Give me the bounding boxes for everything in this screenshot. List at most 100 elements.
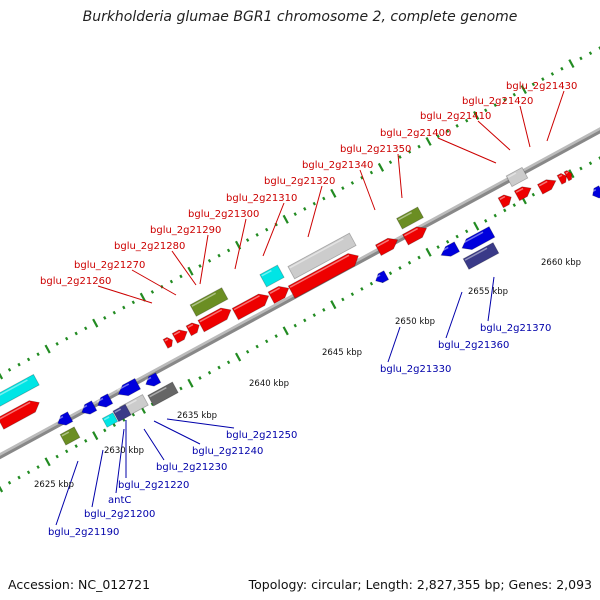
- forward-gene-leader: [199, 234, 209, 285]
- lower-ring-tick: [64, 449, 69, 454]
- lower-ring-tick: [245, 349, 250, 354]
- lower-ring-tick: [17, 475, 21, 480]
- upper-ring-tick: [7, 367, 12, 372]
- lower-ring-tick: [255, 344, 259, 349]
- forward-gene-arrow-12-shine: [376, 239, 390, 247]
- upper-ring-tick: [264, 227, 269, 232]
- forward-gene-arrow-3: [171, 329, 188, 344]
- forward-gene-arrow-16-shape: [513, 186, 532, 202]
- reverse-gene-arrow-3: [116, 377, 142, 397]
- upper-ring-tick: [377, 162, 385, 172]
- forward-gene-arrow-0: [0, 400, 40, 430]
- reverse-gene-arrow-1: [80, 400, 98, 415]
- scale-label: 2660 kbp: [541, 258, 581, 268]
- forward-gene-arrow-14: [396, 206, 424, 230]
- lower-ring-tick: [234, 352, 242, 362]
- forward-gene-arrow-9-shape: [189, 287, 229, 317]
- upper-ring-tick: [455, 124, 459, 128]
- forward-gene-label: bglu_2g21420: [462, 96, 533, 107]
- forward-gene-leader: [359, 169, 376, 211]
- lower-ring-tick: [484, 219, 488, 223]
- forward-gene-arrow-19-shape: [563, 169, 573, 182]
- upper-ring-tick: [322, 196, 326, 201]
- forward-gene-arrow-6: [231, 293, 270, 321]
- forward-gene-arrow-8: [287, 253, 359, 299]
- scale-label: 2630 kbp: [104, 446, 144, 456]
- forward-gene-label: bglu_2g21340: [302, 160, 373, 171]
- reverse-gene-leader: [487, 276, 495, 322]
- lower-ring-tick: [407, 260, 412, 265]
- forward-gene-arrow-3-shine: [173, 330, 181, 336]
- forward-gene-arrow-1-shine: [0, 379, 28, 405]
- forward-gene-arrow-11-shine: [289, 238, 344, 269]
- reverse-gene-leader: [91, 449, 104, 508]
- reverse-gene-arrow-4: [144, 372, 162, 387]
- reverse-gene-arrow-4-shine: [144, 376, 152, 382]
- reverse-gene-leader: [387, 326, 401, 363]
- reverse-gene-arrow-8: [147, 381, 179, 407]
- forward-gene-arrow-9-shine: [191, 292, 216, 307]
- upper-ring-tick: [150, 290, 155, 294]
- reverse-gene-leader: [445, 291, 463, 339]
- upper-ring-tick: [330, 188, 337, 198]
- forward-gene-label: bglu_2g21310: [226, 193, 297, 204]
- reverse-gene-leader: [166, 418, 235, 429]
- forward-gene-arrow-7-shape: [267, 285, 290, 305]
- upper-ring-tick: [103, 316, 107, 320]
- forward-gene-leader: [307, 185, 323, 238]
- accession-label: Accession: NC_012721: [8, 577, 151, 592]
- forward-gene-arrow-3-shape: [171, 329, 188, 344]
- lower-ring-tick: [44, 457, 51, 467]
- scale-label: 2645 kbp: [322, 348, 362, 358]
- forward-gene-arrow-5-shape: [197, 307, 232, 333]
- forward-gene-leader: [546, 90, 565, 142]
- forward-gene-arrow-2: [162, 336, 173, 349]
- lower-ring-tick: [425, 247, 432, 257]
- forward-gene-arrow-0-shape: [0, 400, 40, 430]
- upper-ring-tick: [493, 103, 497, 107]
- upper-ring-tick: [303, 207, 307, 211]
- forward-gene-leader: [519, 105, 531, 148]
- lower-ring-tick: [493, 213, 497, 218]
- forward-gene-arrow-9: [189, 287, 229, 317]
- reverse-gene-arrow-3-shape: [117, 377, 142, 397]
- forward-gene-arrow-7-shine: [269, 287, 280, 294]
- forward-gene-arrow-13-shape: [402, 226, 428, 246]
- forward-gene-arrow-4-shape: [185, 322, 200, 337]
- reverse-gene-label: bglu_2g21230: [156, 462, 227, 473]
- upper-ring-tick: [255, 233, 259, 237]
- forward-gene-arrow-10: [259, 264, 285, 288]
- lower-ring-tick: [26, 470, 31, 475]
- reverse-gene-label: bglu_2g21330: [380, 364, 451, 375]
- upper-ring-tick: [520, 85, 527, 95]
- scale-label: 2625 kbp: [34, 480, 74, 490]
- forward-gene-leader: [477, 120, 511, 151]
- forward-gene-arrow-20-shape: [505, 166, 529, 188]
- reverse-gene-arrow-13-shape: [462, 242, 500, 270]
- forward-gene-arrow-14-shape: [396, 206, 424, 230]
- reverse-gene-arrow-3-shine: [116, 383, 130, 391]
- reverse-gene-arrow-12-shine: [460, 231, 484, 245]
- upper-ring-tick: [44, 344, 51, 354]
- lower-ring-tick: [473, 221, 480, 231]
- reverse-gene-arrow-2-shape: [97, 393, 114, 408]
- upper-ring-tick: [464, 118, 469, 123]
- upper-ring-tick: [179, 274, 183, 279]
- reverse-gene-arrow-2-shine: [96, 397, 104, 403]
- upper-ring-tick: [217, 253, 221, 258]
- reverse-gene-leader: [153, 420, 201, 445]
- lower-ring-tick: [55, 454, 59, 459]
- forward-gene-arrow-16: [513, 186, 532, 202]
- forward-gene-arrow-17-shine: [538, 180, 548, 187]
- reverse-gene-arrow-14-shine: [591, 189, 597, 193]
- reverse-gene-label: bglu_2g21200: [84, 509, 155, 520]
- forward-gene-arrow-6-shine: [233, 295, 260, 311]
- forward-gene-arrow-2-shape: [162, 336, 173, 349]
- forward-gene-arrow-20: [505, 166, 529, 188]
- reverse-gene-arrow-9-shine: [61, 431, 70, 437]
- forward-gene-label: bglu_2g21430: [506, 81, 577, 92]
- upper-ring-tick: [445, 129, 450, 133]
- forward-gene-leader: [397, 153, 403, 199]
